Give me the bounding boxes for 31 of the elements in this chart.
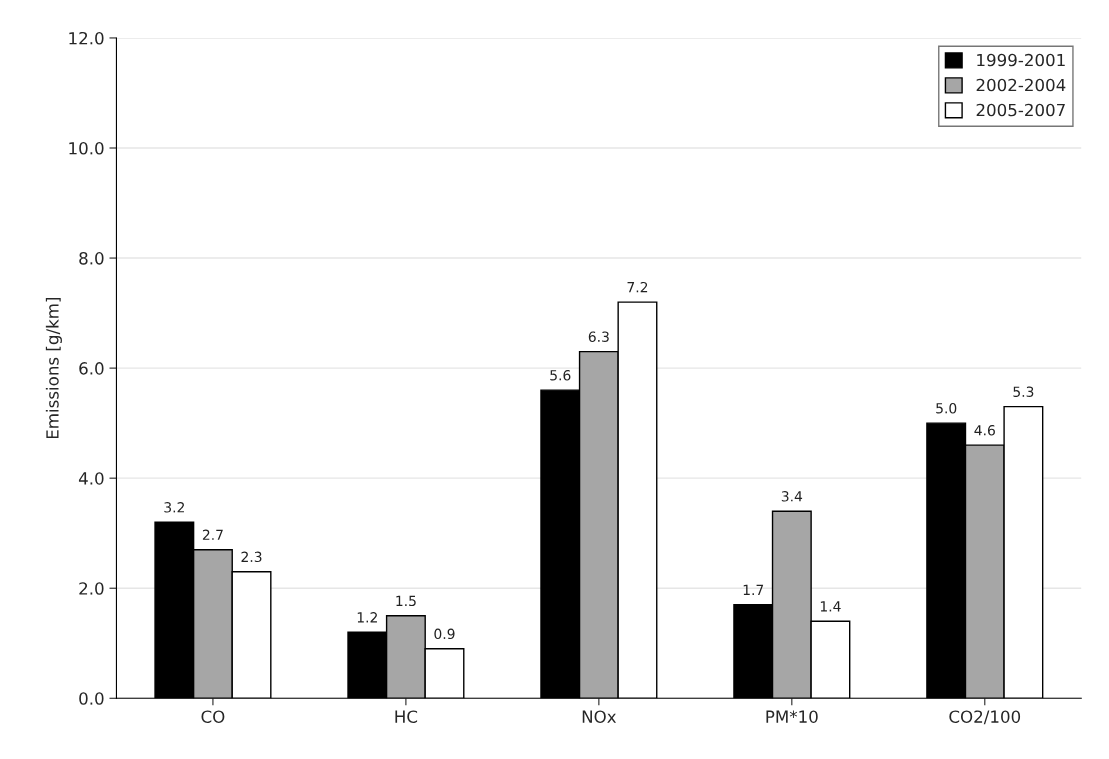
data-label: 3.2 bbox=[164, 502, 184, 513]
data-label: 2.7 bbox=[202, 529, 223, 540]
x-tick-label: HC bbox=[395, 710, 418, 723]
data-label: 1.4 bbox=[820, 601, 841, 612]
y-tick-label: 12.0 bbox=[69, 31, 104, 45]
x-tick-label: PM*10 bbox=[766, 710, 818, 723]
legend-label: 2002-2004 bbox=[976, 78, 1066, 92]
data-label: 1.2 bbox=[357, 612, 377, 623]
data-label: 6.3 bbox=[588, 331, 609, 342]
data-label: 1.7 bbox=[743, 584, 764, 595]
y-axis-title: Emissions [g/km] bbox=[45, 297, 62, 439]
legend-label: 1999-2001 bbox=[977, 53, 1065, 67]
y-tick-label: 6.0 bbox=[79, 362, 104, 375]
x-tick-label: NOx bbox=[582, 710, 617, 723]
data-label: 3.4 bbox=[781, 491, 803, 502]
y-tick-label: 0.0 bbox=[79, 692, 104, 705]
data-label: 5.3 bbox=[1013, 386, 1034, 397]
data-label: 5.0 bbox=[936, 403, 957, 414]
data-label: 7.2 bbox=[627, 281, 648, 293]
data-label: 2.3 bbox=[241, 551, 262, 563]
y-tick-label: 4.0 bbox=[78, 472, 104, 485]
y-tick-label: 10.0 bbox=[69, 141, 104, 155]
x-tick-label: CO2/100 bbox=[949, 710, 1021, 725]
y-tick-label: 2.0 bbox=[79, 582, 104, 595]
y-tick-label: 8.0 bbox=[79, 252, 104, 265]
x-tick-label: CO bbox=[201, 710, 225, 723]
data-label: 5.6 bbox=[550, 369, 571, 381]
data-label: 1.5 bbox=[396, 595, 416, 607]
data-label: 4.6 bbox=[974, 425, 995, 436]
data-label: 0.9 bbox=[434, 628, 455, 640]
legend-label: 2005-2007 bbox=[976, 103, 1065, 117]
